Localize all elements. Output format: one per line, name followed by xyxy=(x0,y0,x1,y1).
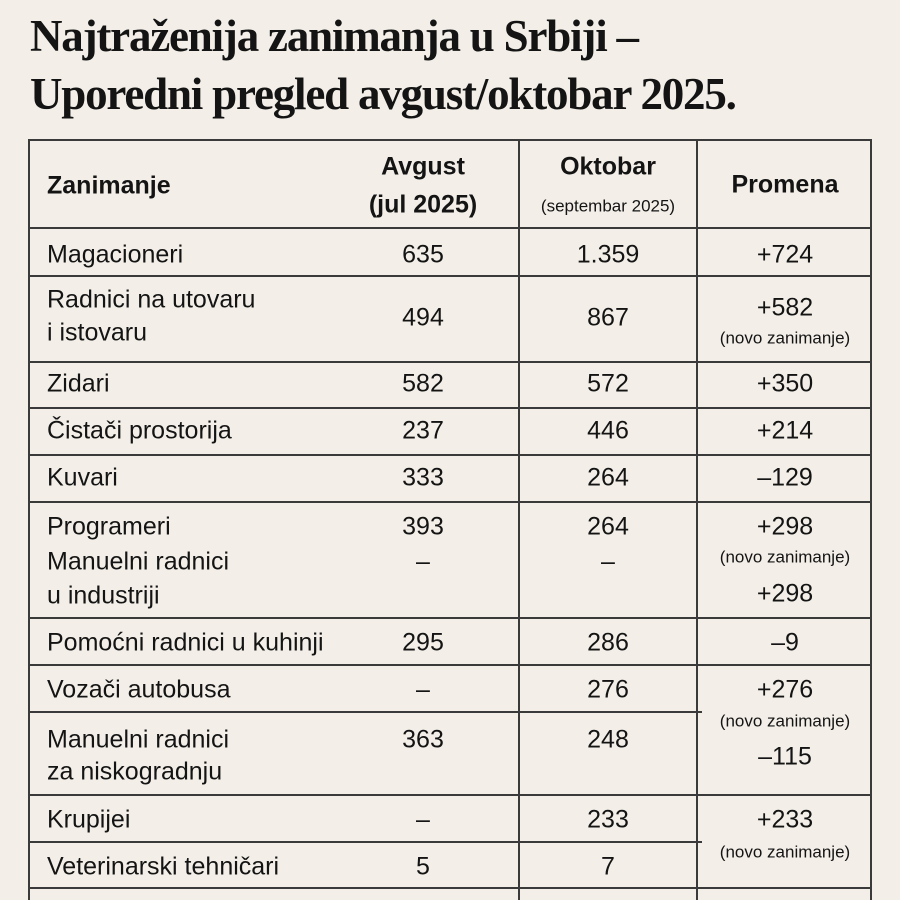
occupation-name: Čistači prostorija xyxy=(47,416,232,445)
header-october-sub: (septembar 2025) xyxy=(540,196,676,216)
header-august-sub: (jul 2025) xyxy=(368,190,478,219)
occupation-name: Krupijei xyxy=(47,805,131,834)
occupation-name-line-2: za niskogradnju xyxy=(47,757,223,786)
row-divider xyxy=(28,617,872,619)
occupation-name: Zidari xyxy=(47,369,110,398)
column-divider xyxy=(518,140,520,900)
august-value: – xyxy=(416,547,430,576)
occupation-name: Vozači autobusa xyxy=(47,675,231,704)
change-value: +214 xyxy=(756,416,814,445)
august-value: 363 xyxy=(402,725,444,754)
change-value: +298 xyxy=(756,579,814,608)
august-value: 582 xyxy=(402,369,444,398)
row-divider xyxy=(28,275,872,277)
occupation-name: Pomoćni radnici u kuhinji xyxy=(47,628,324,657)
august-value: 494 xyxy=(402,303,444,332)
august-value: 635 xyxy=(402,240,444,269)
change-value: +724 xyxy=(756,240,814,269)
august-value: – xyxy=(416,805,430,834)
october-value: 1.359 xyxy=(576,240,640,269)
row-divider xyxy=(28,841,702,843)
change-value: –115 xyxy=(758,742,812,771)
october-value: 446 xyxy=(587,416,629,445)
table-border-right xyxy=(870,140,872,900)
row-divider xyxy=(28,794,872,796)
change-note: (novo zanimanje) xyxy=(719,547,851,567)
header-august: Avgust xyxy=(381,152,465,181)
october-value: 286 xyxy=(587,628,629,657)
october-value: 7 xyxy=(601,852,615,881)
page-title-line-2: Uporedni pregled avgust/oktobar 2025. xyxy=(30,69,737,119)
change-value: +582 xyxy=(756,293,814,322)
october-value: 264 xyxy=(587,512,629,541)
occupation-name: Programeri xyxy=(47,512,171,541)
change-value: +350 xyxy=(756,369,814,398)
change-note: (novo zanimanje) xyxy=(719,328,851,348)
row-divider xyxy=(28,501,872,503)
august-value: 237 xyxy=(402,416,444,445)
august-value: – xyxy=(416,675,430,704)
header-occupation: Zanimanje xyxy=(47,171,171,200)
row-divider xyxy=(28,139,872,141)
row-divider xyxy=(28,887,872,889)
change-value: +233 xyxy=(756,805,814,834)
august-value: 5 xyxy=(416,852,430,881)
change-value: –129 xyxy=(757,463,813,492)
occupation-name-line-2: u industriji xyxy=(47,581,160,610)
change-note: (novo zanimanje) xyxy=(719,711,851,731)
header-change: Promena xyxy=(731,170,839,199)
october-value: – xyxy=(601,547,615,576)
occupation-name: Manuelni radnici xyxy=(47,547,230,576)
row-divider xyxy=(28,664,872,666)
change-value: +298 xyxy=(756,512,814,541)
change-value: +276 xyxy=(756,675,814,704)
occupation-name: Magacioneri xyxy=(47,240,184,269)
row-divider xyxy=(28,227,872,229)
row-divider xyxy=(28,454,872,456)
row-divider xyxy=(28,407,872,409)
column-divider xyxy=(696,140,698,900)
occupation-name: Veterinarski tehničari xyxy=(47,852,280,881)
change-value: –9 xyxy=(771,628,799,657)
page-title-line-1: Najtraženija zanimanja u Srbiji – xyxy=(30,11,639,61)
change-note: (novo zanimanje) xyxy=(719,842,851,862)
occupation-name: Manuelni radnici xyxy=(47,725,230,754)
row-divider xyxy=(28,711,702,713)
august-value: 295 xyxy=(402,628,444,657)
occupation-name: Kuvari xyxy=(47,463,118,492)
occupation-name-line-2: i istovaru xyxy=(47,318,148,347)
october-value: 572 xyxy=(587,369,629,398)
october-value: 276 xyxy=(587,675,629,704)
october-value: 233 xyxy=(587,805,629,834)
row-divider xyxy=(28,361,872,363)
october-value: 867 xyxy=(587,303,629,332)
occupation-name: Radnici na utovaru xyxy=(47,285,256,314)
october-value: 264 xyxy=(587,463,629,492)
october-value: 248 xyxy=(587,725,629,754)
august-value: 333 xyxy=(402,463,444,492)
header-october: Oktobar xyxy=(560,152,656,181)
august-value: 393 xyxy=(402,512,444,541)
table-border-left xyxy=(28,140,30,900)
